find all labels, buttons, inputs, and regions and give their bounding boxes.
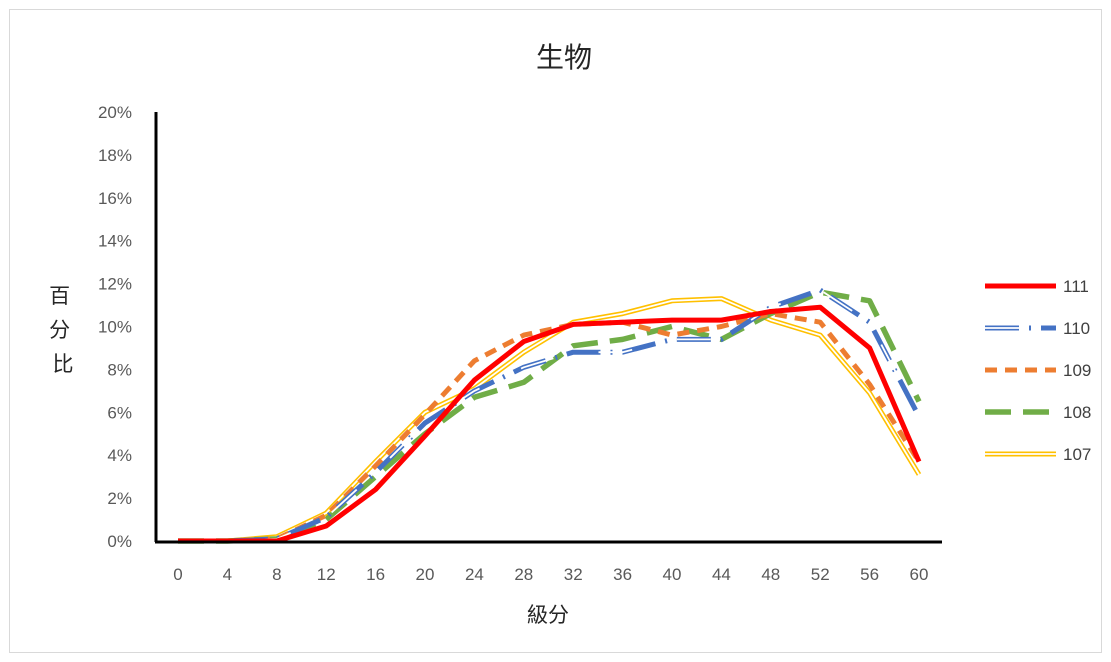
x-tick-label: 44 (712, 565, 731, 584)
x-tick-label: 40 (663, 565, 682, 584)
y-axis-label-char-2: 分 (49, 318, 70, 342)
x-tick-label: 12 (317, 565, 336, 584)
y-tick-label: 0% (107, 532, 132, 551)
y-axis-label-char-1: 百 (49, 284, 70, 308)
y-tick-label: 16% (98, 189, 132, 208)
y-axis-label: 百 分 比 (49, 284, 77, 376)
series-line-111 (178, 304, 922, 544)
legend-label-107: 107 (1063, 445, 1091, 464)
x-axis-label: 級分 (527, 603, 569, 627)
x-tick-label: 60 (910, 565, 929, 584)
y-tick-label: 18% (98, 146, 132, 165)
x-tick-label: 28 (514, 565, 533, 584)
x-tick-label: 16 (366, 565, 385, 584)
series-111 (178, 304, 922, 544)
series-lines (178, 287, 922, 544)
x-tick-label: 4 (223, 565, 232, 584)
legend-label-110: 110 (1063, 319, 1090, 338)
legend-item-109: 109 (985, 361, 1091, 380)
series-line-109 (178, 311, 922, 544)
legend: 111 110 109 108 107 (985, 277, 1091, 464)
x-tick-labels: 0 4 8 12 16 20 24 28 32 36 40 44 48 52 56 60 (173, 565, 928, 584)
y-tick-label: 2% (107, 489, 132, 508)
legend-item-111: 111 (985, 277, 1089, 296)
legend-item-110: 110 (985, 319, 1090, 338)
x-tick-label: 36 (613, 565, 632, 584)
legend-label-109: 109 (1063, 361, 1091, 380)
y-tick-labels: 0% 2% 4% 6% 8% 10% 12% 14% 16% 18% 20% (98, 103, 132, 551)
x-tick-label: 32 (564, 565, 583, 584)
legend-item-107: 107 (985, 445, 1091, 464)
x-tick-label: 24 (465, 565, 484, 584)
legend-item-108: 108 (985, 403, 1091, 422)
chart-title: 生物 (536, 41, 592, 74)
y-axis-label-char-3: 比 (53, 352, 74, 376)
series-110 (178, 287, 922, 544)
y-tick-label: 10% (98, 318, 132, 337)
y-tick-label: 12% (98, 275, 132, 294)
x-tick-label: 56 (860, 565, 879, 584)
series-line-110-inner (178, 289, 920, 542)
y-tick-label: 8% (107, 360, 132, 379)
legend-label-111: 111 (1063, 277, 1089, 296)
x-tick-label: 52 (811, 565, 830, 584)
y-tick-label: 20% (98, 103, 132, 122)
series-line-110 (178, 287, 922, 544)
y-tick-label: 14% (98, 232, 132, 251)
y-tick-label: 6% (107, 403, 132, 422)
x-tick-label: 20 (416, 565, 435, 584)
x-tick-label: 48 (761, 565, 780, 584)
x-tick-label: 0 (173, 565, 182, 584)
x-tick-label: 8 (272, 565, 281, 584)
legend-label-108: 108 (1063, 403, 1091, 422)
series-109 (178, 311, 922, 544)
y-tick-label: 4% (107, 446, 132, 465)
chart-frame (9, 9, 1102, 653)
